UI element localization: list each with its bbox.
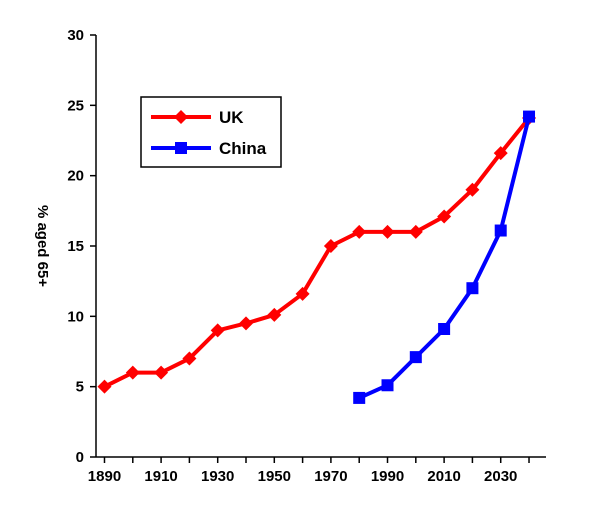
x-tick-label: 1910 — [144, 468, 177, 485]
data-point-china — [466, 282, 479, 295]
legend-box — [140, 96, 282, 168]
data-point-china — [523, 110, 536, 123]
x-tick-label: 1890 — [88, 468, 121, 485]
data-point-china — [409, 351, 422, 364]
data-point-uk — [465, 182, 480, 197]
data-point-china — [381, 379, 394, 392]
y-tick-label: 5 — [76, 379, 84, 396]
data-point-uk — [154, 365, 169, 380]
data-point-uk — [493, 146, 508, 161]
y-tick-label: 0 — [76, 449, 84, 466]
y-tick-label: 30 — [67, 27, 84, 44]
legend-marker — [175, 142, 187, 154]
data-point-uk — [210, 323, 225, 338]
series-uk — [97, 110, 537, 394]
x-tick-label: 1930 — [201, 468, 234, 485]
data-point-uk — [267, 307, 282, 322]
x-tick-label: 1970 — [314, 468, 347, 485]
axes: 0 5 10 15 20 25 30 1890 1910 1930 1950 1970 1990 2010… — [67, 27, 546, 485]
legend-label: UK — [219, 108, 244, 127]
y-tick-label: 20 — [67, 168, 84, 185]
legend-item-uk: UK — [151, 108, 244, 127]
data-point-china — [438, 322, 451, 335]
x-tick-label: 2030 — [484, 468, 517, 485]
x-tick-label: 2010 — [427, 468, 460, 485]
data-point-uk — [295, 286, 310, 301]
series-china — [353, 110, 536, 404]
series-layer — [97, 110, 537, 404]
y-tick-label: 25 — [67, 97, 84, 114]
legend-marker — [174, 110, 188, 124]
data-point-china — [353, 391, 366, 404]
data-point-china — [494, 224, 507, 237]
y-axis-title: % aged 65+ — [34, 205, 51, 287]
data-point-uk — [380, 224, 395, 239]
data-point-uk — [437, 209, 452, 224]
data-point-uk — [323, 239, 338, 253]
legend-item-china: China — [151, 139, 267, 158]
data-point-uk — [352, 224, 367, 239]
series-line-china — [358, 116, 531, 400]
legend-label: China — [219, 139, 267, 158]
data-point-uk — [97, 379, 112, 394]
series-line-uk — [103, 116, 531, 389]
y-tick-label: 15 — [67, 238, 84, 255]
x-tick-label: 1950 — [258, 468, 291, 485]
data-point-uk — [408, 224, 423, 239]
data-point-uk — [239, 316, 253, 331]
legend: UK China — [140, 96, 282, 168]
data-point-uk — [182, 351, 197, 366]
y-tick-label: 10 — [67, 308, 84, 325]
x-tick-label: 1990 — [371, 468, 404, 485]
data-point-uk — [125, 365, 140, 380]
